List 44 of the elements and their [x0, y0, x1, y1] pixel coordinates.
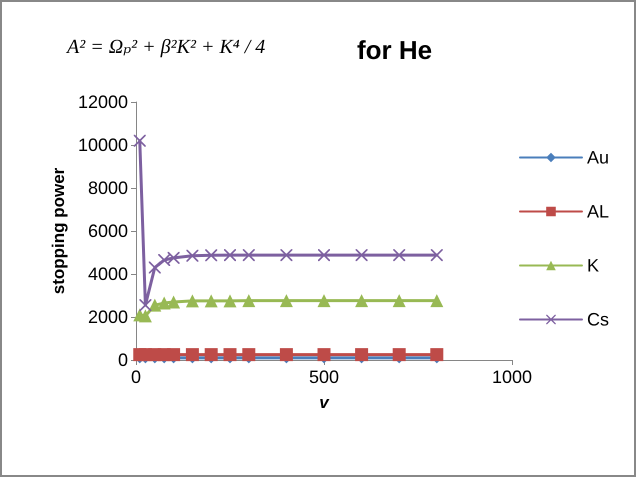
point — [242, 249, 255, 262]
point — [148, 262, 161, 274]
point — [186, 250, 198, 262]
point — [134, 134, 146, 147]
point — [138, 309, 152, 322]
point — [158, 296, 171, 310]
point — [204, 294, 218, 308]
y-axis-title: stopping power — [49, 167, 68, 294]
legend-label: K — [586, 256, 599, 276]
point — [139, 299, 152, 312]
y-tick-label: 6000 — [88, 221, 128, 241]
point — [430, 249, 443, 262]
point — [393, 249, 406, 262]
point — [186, 294, 199, 308]
point — [356, 249, 368, 262]
y-tick-label: 0 — [118, 350, 128, 370]
y-tick-label: 10000 — [78, 135, 128, 155]
point — [280, 249, 292, 262]
x-tick-label: 1000 — [492, 367, 532, 387]
x-axis-title: v — [319, 393, 330, 412]
point — [224, 249, 236, 262]
point — [167, 295, 180, 308]
y-tick-label: 2000 — [88, 307, 128, 327]
point — [318, 294, 330, 308]
point — [158, 254, 170, 266]
y-tick-label: 4000 — [88, 264, 128, 284]
x-tick-label: 500 — [308, 367, 340, 387]
chart-subtitle: A² = Ωₚ² + β²K² + K⁴ / 4 — [65, 36, 266, 58]
point — [355, 294, 368, 308]
legend-label: AL — [586, 202, 610, 222]
point — [280, 294, 293, 308]
legend-label: Au — [586, 148, 610, 168]
x-tick-label: 0 — [130, 367, 142, 387]
point — [318, 249, 330, 262]
point — [430, 294, 444, 308]
chart-title: for He — [357, 35, 432, 65]
point — [205, 249, 218, 262]
legend-label: Cs — [586, 310, 609, 330]
point — [392, 294, 406, 308]
point — [242, 294, 256, 308]
y-tick-label: 8000 — [88, 178, 128, 198]
point — [168, 252, 180, 264]
y-tick-label: 12000 — [78, 92, 128, 112]
point — [224, 294, 236, 308]
